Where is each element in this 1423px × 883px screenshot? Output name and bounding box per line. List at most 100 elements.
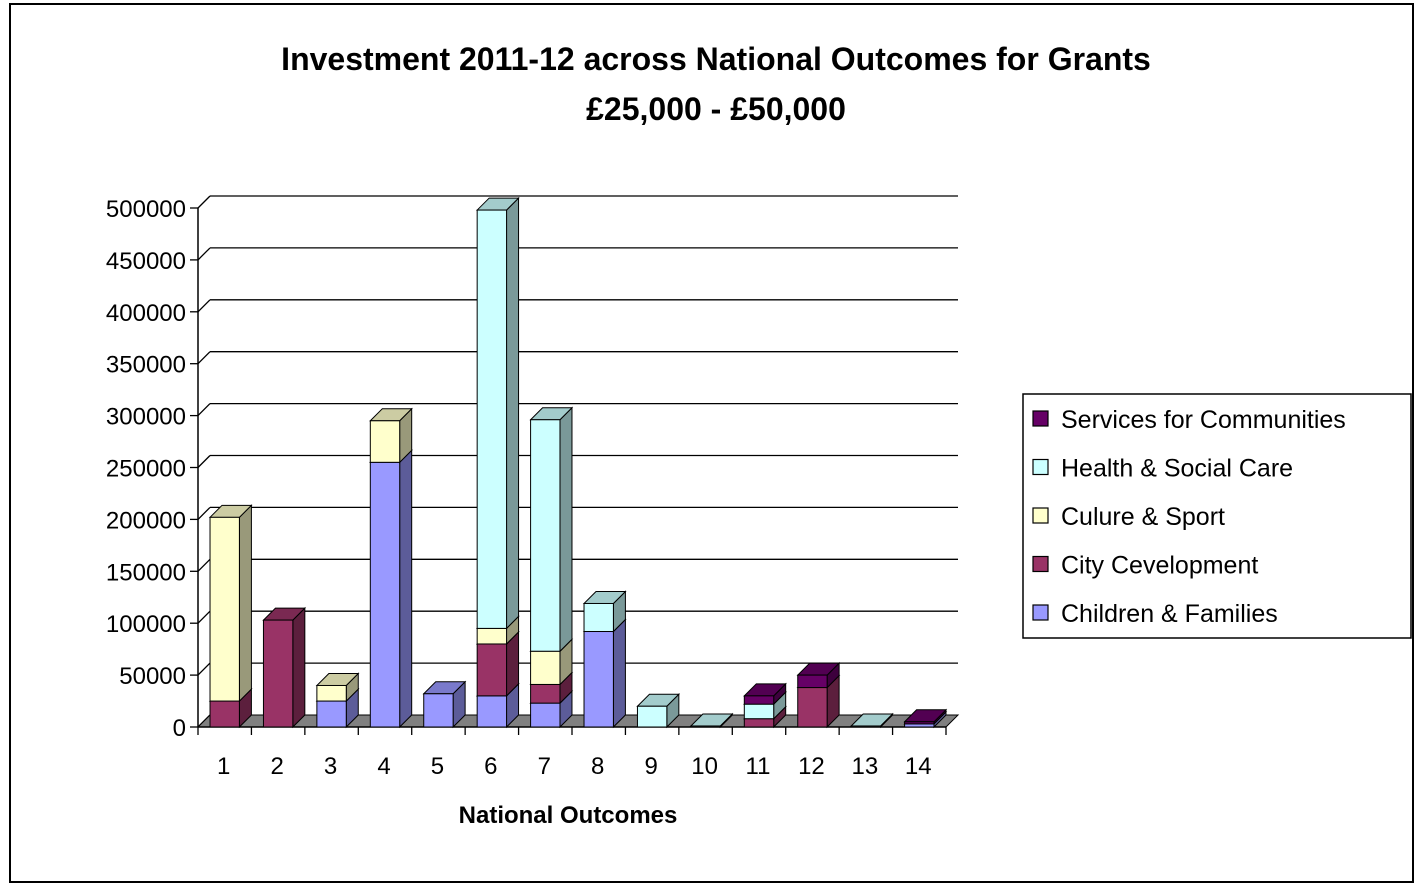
x-axis-title: National Outcomes [459, 802, 678, 829]
x-tick-label-9: 9 [644, 753, 657, 780]
y-tick-label-10: 500000 [106, 196, 186, 223]
y-tick-label-0: 0 [173, 715, 186, 742]
bar-7-s0 [530, 702, 561, 728]
x-tick-label-11: 11 [746, 753, 771, 780]
legend-box [1022, 393, 1412, 639]
gridline-diagonal-1 [197, 662, 211, 676]
legend-label-0: Services for Communities [1061, 406, 1346, 434]
bar-13-s3 [850, 725, 882, 728]
x-tick-label-13: 13 [852, 753, 879, 780]
legend-swatch-2 [1032, 507, 1049, 524]
bar-11-s1 [743, 718, 775, 728]
plot-area: 0500001000001500002000002500003000003500… [106, 195, 960, 780]
bar-12-s4 [797, 674, 828, 689]
y-tick-label-4: 200000 [106, 507, 186, 534]
gridline-diagonal-4 [197, 506, 211, 520]
chart-title-line2: £25,000 - £50,000 [586, 91, 846, 127]
legend-label-3: City Cevelopment [1061, 552, 1258, 580]
gridline-diagonal-2 [197, 610, 211, 624]
bar-5-s0 [423, 693, 454, 728]
bar-8-s0 [583, 631, 614, 728]
bar-4-s2 [369, 420, 401, 463]
bar-side-1-s2 [238, 504, 252, 703]
bar-stack-1 [208, 504, 253, 729]
bar-6-s0 [476, 695, 508, 728]
gridline-diagonal-3 [197, 558, 211, 572]
y-tick-label-9: 450000 [106, 248, 186, 275]
bar-7-s3 [530, 419, 561, 652]
x-tick-label-3: 3 [324, 753, 337, 780]
gridline-diagonal-9 [197, 247, 211, 261]
bar-7-s1 [530, 683, 561, 704]
bar-stack-7 [529, 406, 574, 729]
gridline-diagonal-7 [197, 351, 211, 365]
bar-14-s4 [904, 721, 935, 725]
bar-1-s2 [209, 516, 240, 702]
bar-2-s1 [262, 619, 294, 728]
y-tick-label-7: 350000 [106, 352, 186, 379]
y-tick-label-8: 400000 [106, 300, 186, 327]
x-tick-label-6: 6 [484, 753, 497, 780]
legend-label-4: Children & Families [1061, 600, 1278, 628]
x-tick-label-5: 5 [431, 753, 444, 780]
bar-6-s1 [476, 643, 508, 697]
legend-swatch-4 [1032, 604, 1049, 621]
bar-12-s1 [797, 687, 828, 728]
gridline-diagonal-8 [197, 299, 211, 313]
bar-stack-4 [369, 407, 413, 729]
y-tick-label-3: 150000 [106, 559, 186, 586]
bar-3-s0 [316, 700, 347, 728]
x-tick-label-12: 12 [798, 753, 825, 780]
x-tick-label-8: 8 [591, 753, 604, 780]
bar-side-7-s3 [559, 406, 573, 653]
bar-6-s3 [476, 209, 508, 629]
x-tick-label-7: 7 [538, 753, 551, 780]
x-tick-label-4: 4 [377, 753, 390, 780]
bar-4-s0 [369, 461, 401, 728]
x-tick-label-1: 1 [217, 753, 230, 780]
bar-side-6-s3 [506, 196, 520, 630]
bar-stack-13 [849, 712, 894, 729]
gridline-diagonal-10 [197, 195, 211, 209]
bar-10-s3 [690, 725, 721, 728]
chart-title-line1: Investment 2011-12 across National Outco… [281, 41, 1151, 77]
legend: Services for Communities Health & Social … [1022, 393, 1412, 639]
bar-11-s4 [743, 695, 775, 705]
bar-11-s3 [743, 703, 775, 720]
bar-9-s3 [636, 705, 668, 728]
bar-stack-11 [743, 682, 787, 729]
bar-stack-5 [422, 680, 467, 729]
y-tick-label-6: 300000 [106, 404, 186, 431]
bar-stack-12 [796, 661, 841, 729]
gridline-diagonal-6 [197, 403, 211, 417]
bar-side-8-s0 [612, 618, 626, 729]
legend-swatch-1 [1032, 458, 1049, 476]
legend-swatch-0 [1032, 410, 1049, 427]
bar-stack-10 [689, 712, 734, 729]
bar-8-s3 [583, 602, 614, 633]
x-tick-label-14: 14 [905, 753, 932, 780]
legend-swatch-3 [1032, 555, 1049, 573]
legend-label-2: Culure & Sport [1061, 503, 1225, 531]
bar-6-s2 [476, 627, 508, 645]
y-tick-label-1: 50000 [119, 663, 186, 690]
bar-7-s2 [530, 650, 561, 685]
chart-floor [196, 714, 960, 728]
bar-1-s1 [209, 700, 240, 728]
x-tick-label-10: 10 [691, 753, 718, 780]
legend-label-1: Health & Social Care [1061, 455, 1293, 483]
y-tick-label-5: 250000 [106, 456, 186, 483]
y-tick-label-2: 100000 [106, 611, 186, 638]
gridline-diagonal-5 [197, 455, 211, 468]
bar-side-4-s0 [399, 449, 413, 729]
bar-3-s2 [316, 684, 347, 702]
bar-stack-2 [262, 606, 307, 729]
x-tick-label-2: 2 [270, 753, 283, 780]
bar-stack-3 [315, 672, 360, 729]
bar-stack-9 [636, 693, 681, 729]
bar-stack-6 [475, 196, 520, 729]
bar-stack-14 [903, 708, 948, 729]
bar-side-2-s1 [292, 606, 306, 729]
bar-stack-8 [582, 590, 627, 729]
